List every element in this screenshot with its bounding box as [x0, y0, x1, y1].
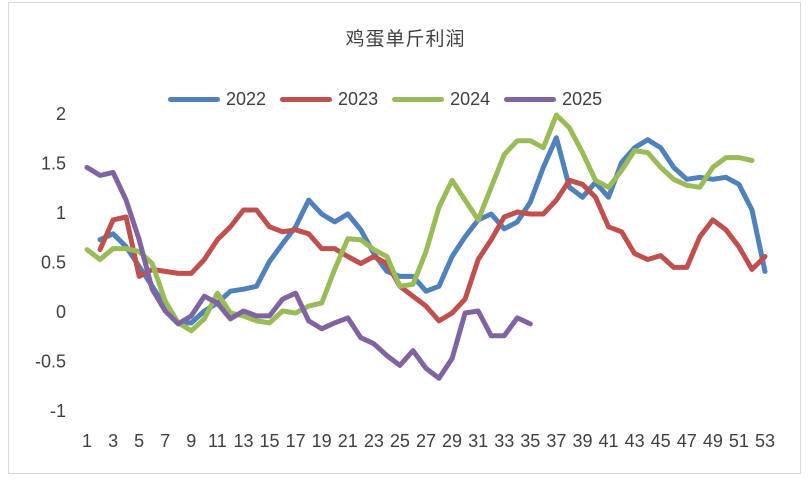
x-tick-label: 5 — [134, 431, 144, 451]
legend-item-2024: 2024 — [392, 89, 490, 110]
legend-swatch-2023 — [280, 97, 333, 102]
legend: 2022 2023 2024 2025 — [168, 89, 602, 110]
legend-item-2023: 2023 — [280, 89, 378, 110]
series-line-2023 — [97, 177, 768, 324]
y-tick-label: -0.5 — [35, 352, 66, 372]
x-tick-label: 41 — [599, 431, 619, 451]
x-tick-label: 9 — [186, 431, 196, 451]
x-tick-label: 13 — [233, 431, 253, 451]
legend-label-2023: 2023 — [338, 89, 379, 109]
legend-swatch-2025 — [504, 97, 557, 102]
y-tick-label: 2 — [56, 104, 66, 124]
x-tick-label: 43 — [625, 431, 645, 451]
x-tick-label: 27 — [416, 431, 436, 451]
x-tick-label: 3 — [108, 431, 118, 451]
x-tick-label: 51 — [729, 431, 749, 451]
x-tick-label: 25 — [390, 431, 410, 451]
x-tick-label: 15 — [260, 431, 280, 451]
x-tick-label: 33 — [494, 431, 514, 451]
x-tick-label: 17 — [286, 431, 306, 451]
legend-item-2025: 2025 — [504, 89, 602, 110]
series-line-2025 — [84, 164, 533, 381]
y-tick-label: 1 — [56, 203, 66, 223]
x-tick-label: 29 — [442, 431, 462, 451]
x-tick-label: 35 — [520, 431, 540, 451]
x-tick-label: 31 — [468, 431, 488, 451]
y-tick-label: 1.5 — [41, 154, 66, 174]
x-tick-label: 21 — [338, 431, 358, 451]
x-tick-label: 23 — [364, 431, 384, 451]
legend-item-2022: 2022 — [168, 89, 266, 110]
x-tick-label: 11 — [208, 431, 227, 451]
legend-label-2022: 2022 — [226, 89, 267, 109]
y-tick-label: 0.5 — [41, 253, 66, 273]
legend-swatch-2022 — [168, 97, 220, 102]
x-tick-label: 49 — [703, 431, 723, 451]
x-tick-label: 39 — [572, 431, 592, 451]
x-tick-label: 7 — [160, 431, 170, 451]
x-tick-label: 53 — [755, 431, 775, 451]
chart-title: 鸡蛋单斤利润 — [345, 28, 466, 50]
x-tick-label: 1 — [82, 431, 92, 451]
y-tick-label: -1 — [50, 401, 66, 421]
legend-label-2024: 2024 — [450, 89, 491, 109]
series-line-2024 — [84, 112, 755, 334]
legend-label-2025: 2025 — [562, 89, 603, 109]
x-tick-label: 19 — [312, 431, 332, 451]
x-tick-label: 37 — [546, 431, 566, 451]
x-tick-label: 45 — [651, 431, 671, 451]
legend-swatch-2024 — [392, 97, 445, 102]
y-tick-label: 0 — [56, 302, 66, 322]
x-tick-label: 47 — [677, 431, 697, 451]
